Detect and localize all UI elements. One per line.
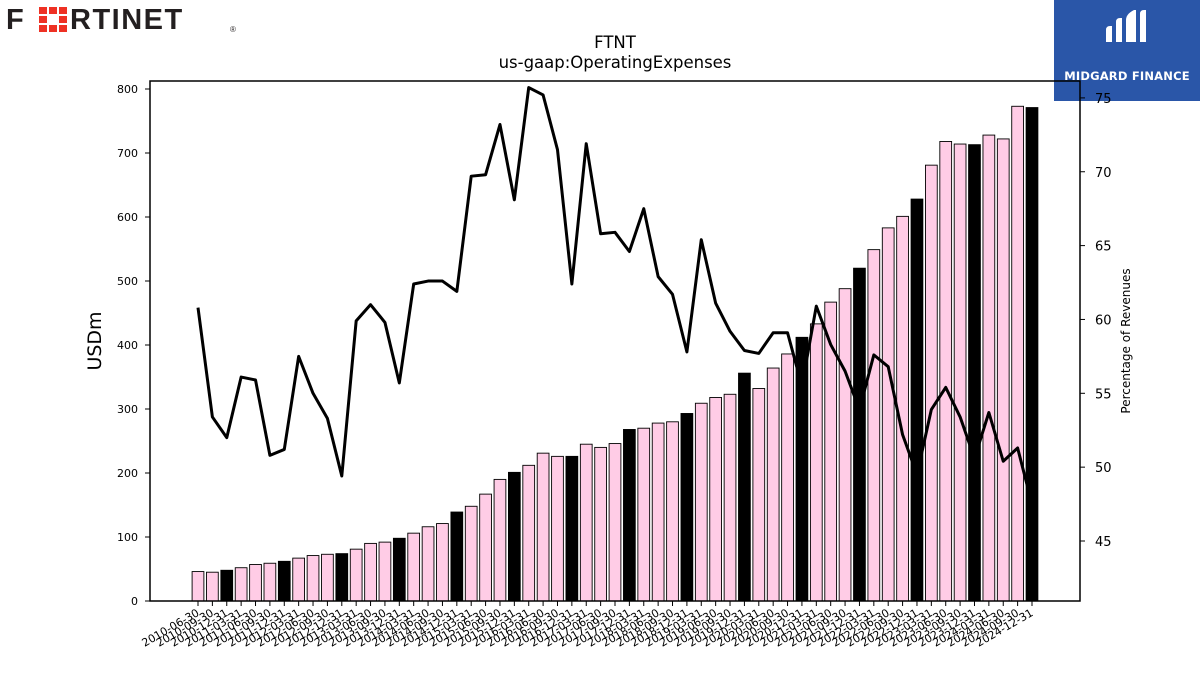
bar <box>766 367 780 602</box>
y2-tick-label: 65 <box>1095 240 1112 255</box>
bar <box>364 542 377 602</box>
fortinet-logo: F RTINET ® <box>4 2 244 36</box>
bar <box>752 388 766 602</box>
bar <box>709 397 723 602</box>
bar <box>953 143 967 602</box>
fortinet-logo-f: F <box>6 4 24 36</box>
y-tick-label: 500 <box>117 275 138 288</box>
y2-axis-label: Percentage of Revenues <box>1119 268 1133 413</box>
bar <box>450 511 464 602</box>
bar <box>809 323 823 602</box>
bar <box>565 455 579 602</box>
line-series <box>196 86 1034 505</box>
y-axis-left: 0 100 200 300 400 500 600 700 800 <box>117 83 150 608</box>
bar <box>795 336 809 602</box>
fortinet-logo-mark: F RTINET ® <box>6 4 236 36</box>
bar <box>910 198 924 602</box>
y-tick-label: 400 <box>117 339 138 352</box>
bar <box>666 421 679 602</box>
bar <box>680 413 694 602</box>
bar <box>306 555 320 602</box>
bar <box>608 443 622 602</box>
bar <box>349 548 363 602</box>
bar <box>651 422 665 602</box>
bar <box>263 562 277 602</box>
bar <box>335 553 349 602</box>
bar <box>637 427 651 602</box>
bar <box>723 393 737 602</box>
y2-tick-label: 70 <box>1095 166 1112 181</box>
bar <box>853 267 866 602</box>
y-tick-label: 200 <box>117 467 138 480</box>
fortinet-logo-rtinet: RTINET <box>70 4 184 36</box>
bar <box>464 505 478 602</box>
bar <box>838 288 852 602</box>
y2-tick-label: 75 <box>1095 92 1112 107</box>
bar <box>493 478 507 602</box>
y-tick-label: 100 <box>117 531 138 544</box>
bar <box>436 523 449 602</box>
fortinet-logo-o-mark <box>39 7 67 32</box>
bar <box>594 446 607 602</box>
y-tick-label: 600 <box>117 211 138 224</box>
bar <box>392 537 406 602</box>
bar <box>220 569 234 602</box>
bar <box>277 560 291 602</box>
midgard-finance-logo: MIDGARD FINANCE <box>1054 0 1200 101</box>
bar <box>982 134 996 602</box>
percentage-line <box>196 86 1034 505</box>
bar-series <box>191 105 1039 602</box>
bar <box>249 564 262 602</box>
bar <box>1025 107 1039 602</box>
bar <box>536 452 550 602</box>
bar <box>479 493 492 602</box>
y2-tick-label: 45 <box>1095 535 1112 550</box>
bar <box>421 526 435 602</box>
fortinet-logo-registered: ® <box>230 25 236 34</box>
bar <box>508 471 521 602</box>
bar <box>321 553 334 602</box>
bar <box>292 557 306 602</box>
bar <box>881 227 895 602</box>
bar <box>1011 105 1024 602</box>
bar <box>551 455 564 602</box>
y-axis-label: USDm <box>84 311 106 370</box>
bar <box>738 372 751 602</box>
bar <box>939 141 953 602</box>
bar <box>407 532 421 602</box>
bar <box>378 541 392 602</box>
bar <box>996 138 1010 602</box>
y2-tick-label: 60 <box>1095 313 1112 328</box>
y-axis-right: 45 50 55 60 65 70 75 <box>1080 92 1112 550</box>
x-axis: 2010-06-302010-09-302010-12-312011-03-31… <box>140 601 1036 650</box>
y-tick-label: 0 <box>131 595 138 608</box>
y-tick-label: 300 <box>117 403 138 416</box>
bar <box>579 443 593 602</box>
bar <box>694 402 708 602</box>
y-tick-label: 700 <box>117 147 138 160</box>
bar <box>867 249 881 602</box>
bar <box>191 571 205 602</box>
bar <box>968 144 981 602</box>
chart-title: FTNT <box>594 33 637 52</box>
y2-tick-label: 55 <box>1095 387 1112 402</box>
bar <box>522 464 536 602</box>
bar <box>623 429 636 602</box>
midgard-finance-wordmark: MIDGARD FINANCE <box>1064 69 1190 83</box>
bar <box>206 571 219 602</box>
bar <box>781 353 794 602</box>
plot-frame <box>149 80 1081 602</box>
bar <box>925 164 938 602</box>
chart-subtitle: us-gaap:OperatingExpenses <box>499 53 732 72</box>
y2-tick-label: 50 <box>1095 461 1112 476</box>
bar <box>234 567 248 602</box>
midgard-emblem-icon <box>1106 10 1146 42</box>
y-tick-label: 800 <box>117 83 138 96</box>
